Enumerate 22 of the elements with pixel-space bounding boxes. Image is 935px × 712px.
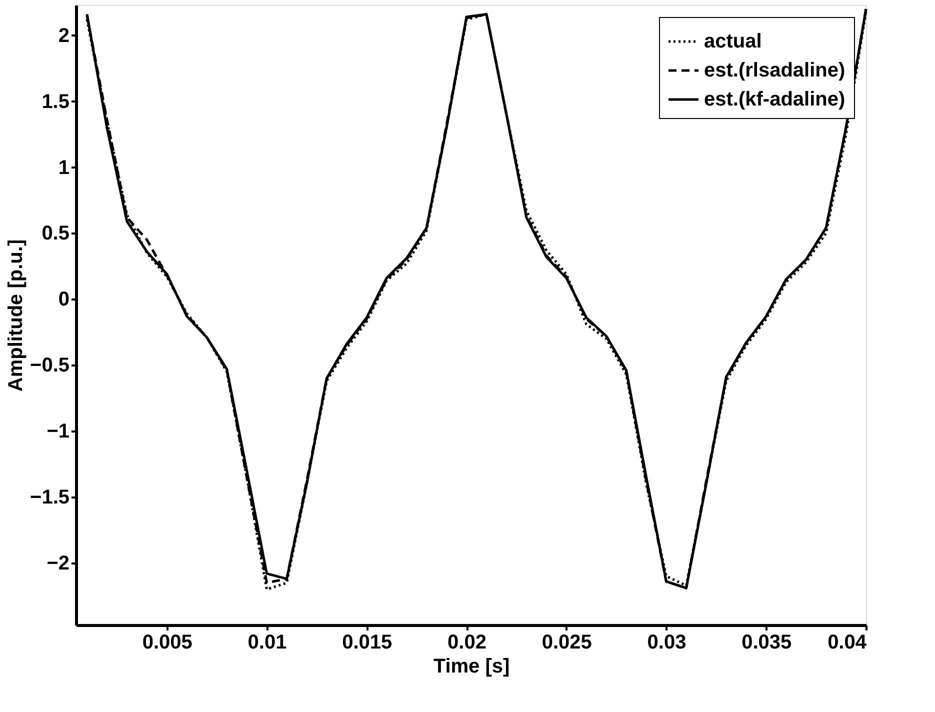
y-axis-title: Amplitude [p.u.] xyxy=(5,239,28,392)
x-tick-label: 0.02 xyxy=(448,632,486,654)
x-tick-label: 0.035 xyxy=(742,632,792,654)
x-tick-label: 0.01 xyxy=(248,632,287,654)
legend-label: est.(kf-adaline) xyxy=(704,88,846,110)
x-axis-title: Time [s] xyxy=(433,656,510,678)
y-tick-label: 0 xyxy=(58,288,70,311)
y-tick-label: 0.5 xyxy=(42,222,70,245)
x-tick-label: 0.025 xyxy=(542,632,592,654)
y-tick-label: 1.5 xyxy=(42,90,70,113)
y-tick-label: 2 xyxy=(58,24,70,47)
y-tick-label: −2 xyxy=(46,552,70,574)
x-tick-label: 0.015 xyxy=(342,632,392,654)
y-tick-label: −1 xyxy=(46,420,70,443)
x-tick-label: 0.03 xyxy=(647,632,686,654)
y-tick-label: −0.5 xyxy=(30,354,70,377)
legend-label: est.(rlsadaline) xyxy=(704,60,846,82)
y-tick-label: −1.5 xyxy=(30,486,70,509)
legend-label: actual xyxy=(704,30,762,52)
x-tick-label: 0.005 xyxy=(142,632,192,654)
x-tick-label: 0.04 xyxy=(828,632,868,654)
y-tick-label: 1 xyxy=(58,156,70,179)
